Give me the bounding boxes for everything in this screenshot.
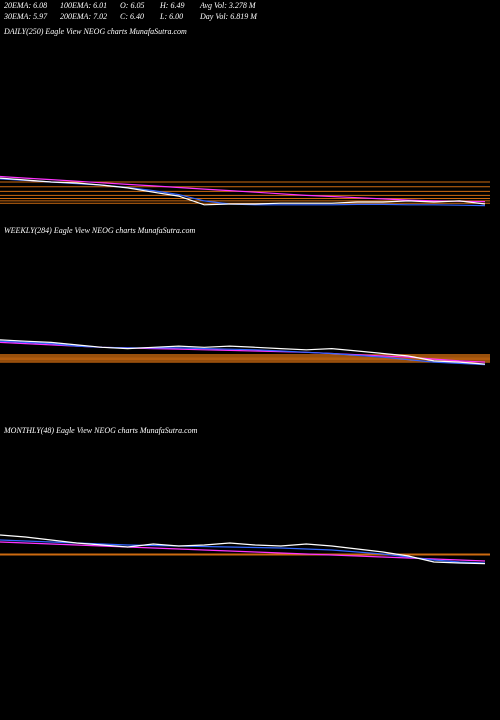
header-stat: Avg Vol: 3.278 M — [199, 1, 257, 10]
header-stat: 20EMA: 6.08 — [4, 1, 47, 10]
price-line — [0, 339, 486, 365]
header-stat: L: 6.00 — [159, 12, 183, 21]
price-line — [0, 340, 486, 366]
price-line — [0, 534, 486, 565]
price-line — [0, 175, 486, 203]
header-stat: H: 6.49 — [159, 1, 184, 10]
header-stat: Day Vol: 6.819 M — [199, 12, 258, 21]
price-line — [0, 177, 486, 206]
header-stat: C: 6.40 — [120, 12, 144, 21]
price-line — [0, 541, 486, 562]
header-stat: O: 6.05 — [120, 1, 144, 10]
header-stat: 100EMA: 6.01 — [60, 1, 107, 10]
header-stat: 200EMA: 7.02 — [60, 12, 107, 21]
panel-title: MONTHLY(48) Eagle View NEOG charts Munaf… — [3, 426, 198, 435]
panel-title: WEEKLY(284) Eagle View NEOG charts Munaf… — [4, 226, 195, 235]
header-stat: 30EMA: 5.97 — [3, 12, 48, 21]
panel-title: DAILY(250) Eagle View NEOG charts Munafa… — [3, 27, 187, 36]
